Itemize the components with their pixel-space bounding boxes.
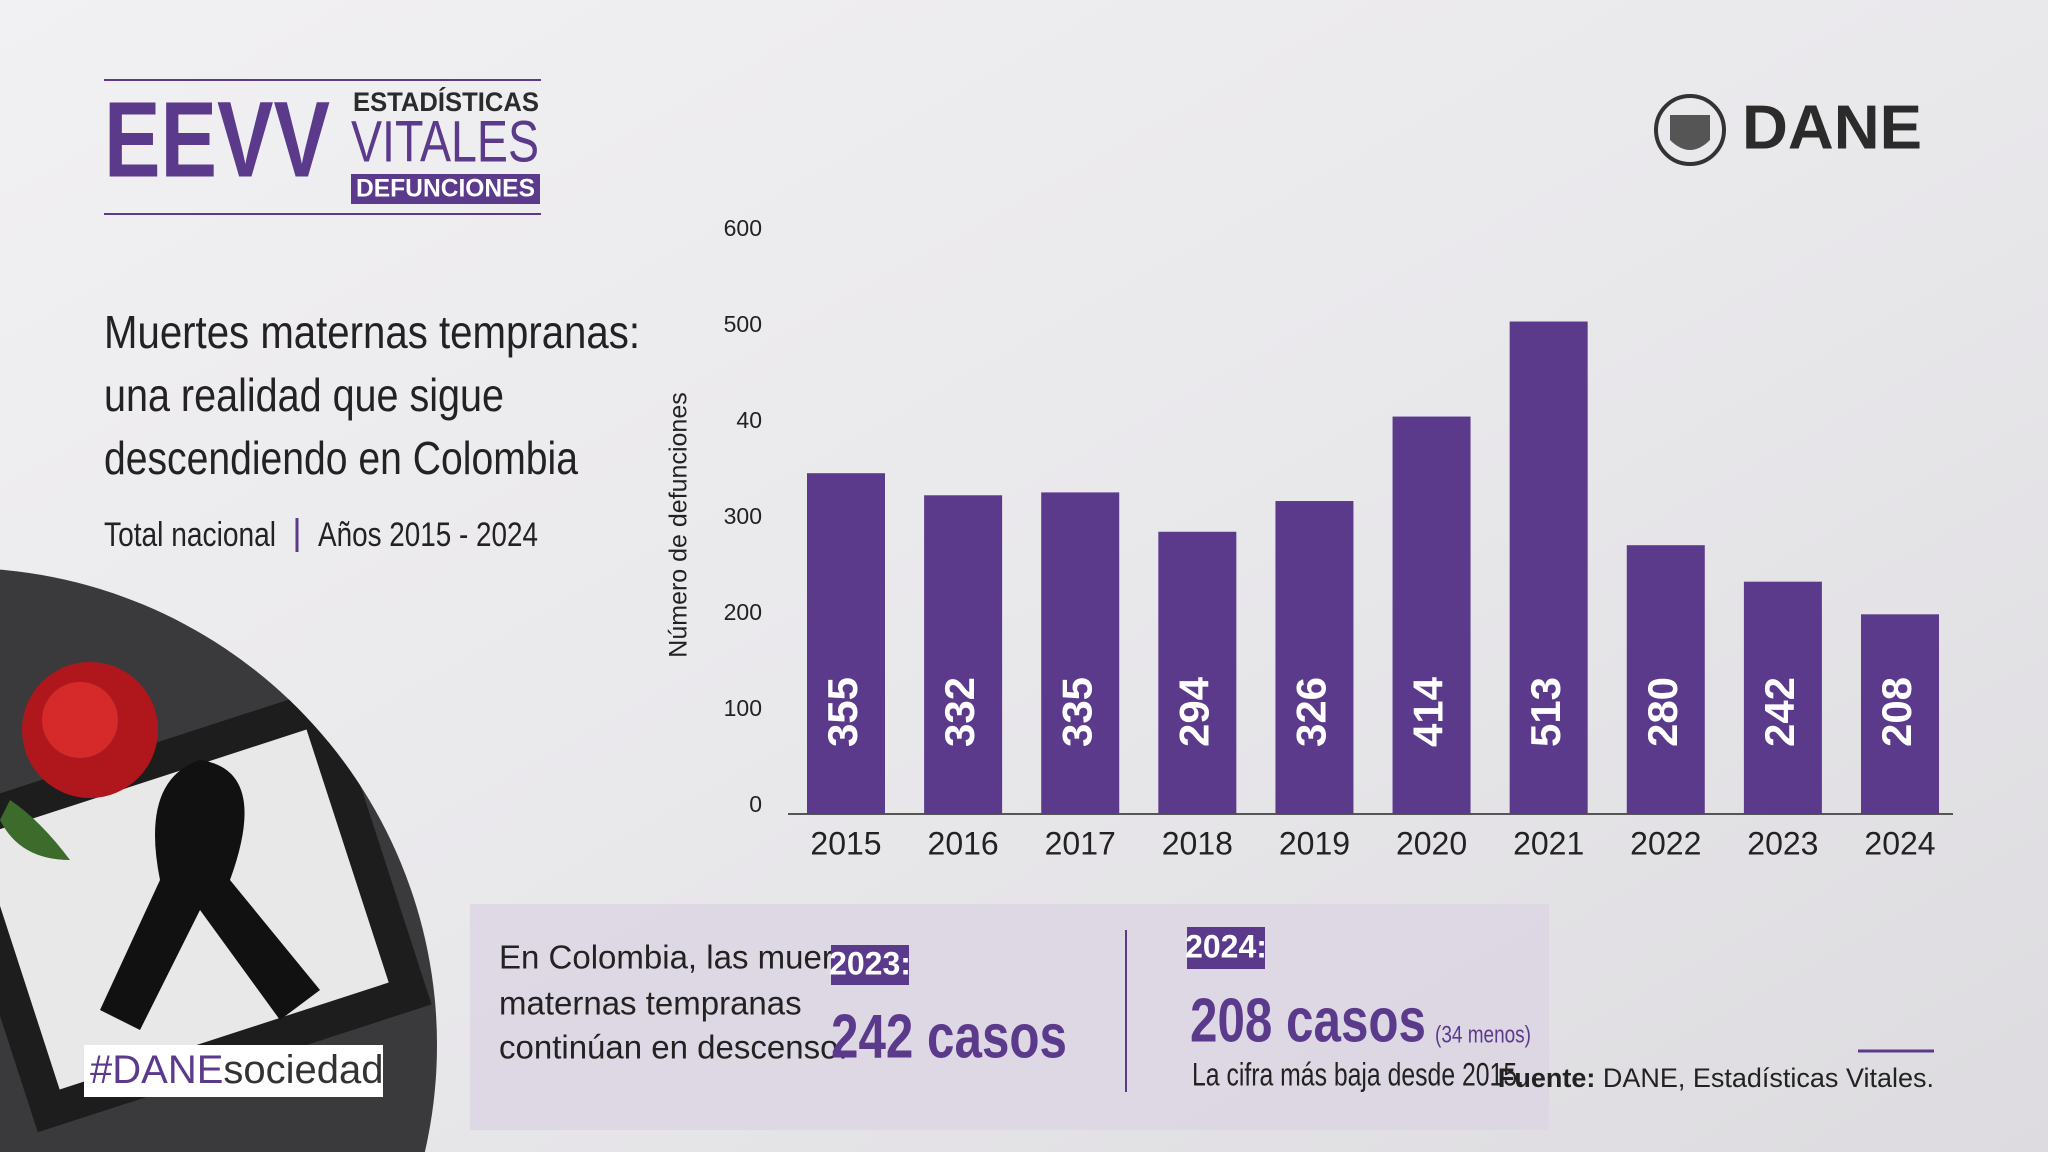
x-tick-label: 2018: [1162, 825, 1233, 861]
x-tick-label: 2017: [1045, 825, 1116, 861]
title-line: descendiendo en Colombia: [104, 432, 578, 484]
data-label: 242: [1756, 677, 1803, 747]
x-tick-label: 2021: [1513, 825, 1584, 861]
y-tick-label: 40: [736, 407, 762, 433]
x-tick-label: 2020: [1396, 825, 1467, 861]
logo-line: VITALES: [351, 109, 539, 174]
cases-note: (34 menos): [1435, 1021, 1531, 1048]
hashtag: #DANEsociedad: [90, 1048, 384, 1092]
source-label: Fuente:: [1498, 1063, 1596, 1093]
data-label: 294: [1170, 676, 1217, 747]
x-tick-label: 2024: [1864, 825, 1935, 861]
y-axis-label: Número de defunciones: [665, 392, 693, 657]
bar: [924, 495, 1003, 814]
source-text: DANE, Estadísticas Vitales.: [1603, 1063, 1934, 1093]
brand: DANE: [1654, 93, 1922, 166]
subtitle: Total nacional: [104, 516, 276, 554]
hashtag-part: sociedad: [223, 1048, 383, 1092]
bar: [1041, 492, 1120, 814]
brand-name: DANE: [1742, 93, 1922, 162]
bar: [807, 473, 885, 814]
logo-line: ESTADÍSTICAS: [353, 86, 539, 117]
data-label: 326: [1288, 677, 1335, 747]
source: Fuente: DANE, Estadísticas Vitales.: [1498, 1063, 1934, 1093]
data-label: 280: [1639, 677, 1686, 747]
year-badge: [831, 945, 909, 985]
logo-mark: EEVV: [104, 79, 330, 200]
title-line: Muertes maternas tempranas:: [104, 306, 640, 358]
y-tick-label: 300: [724, 503, 762, 529]
x-tick-label: 2015: [810, 825, 881, 861]
hashtag-box: [84, 1045, 383, 1097]
x-tick-label: 2016: [928, 825, 999, 861]
bar: [1626, 545, 1705, 814]
bar: [1509, 321, 1588, 814]
year-badge: [1187, 927, 1265, 969]
x-tick-label: 2022: [1630, 825, 1701, 861]
data-label: 513: [1522, 677, 1569, 747]
data-label: 414: [1405, 676, 1452, 747]
logo-line: DEFUNCIONES: [356, 175, 535, 203]
cases: 242 casos: [831, 1002, 1067, 1071]
summary-text: maternas tempranas: [499, 985, 802, 1022]
y-tick-label: 200: [724, 599, 762, 625]
y-tick-label: 0: [749, 791, 762, 817]
data-label: 332: [936, 677, 983, 747]
hashtag-part: #DANE: [90, 1048, 223, 1092]
summary-box: [470, 904, 1549, 1130]
summary-text: En Colombia, las muertes: [499, 939, 877, 976]
logo: EEVV ESTADÍSTICAS VITALES DEFUNCIONES: [104, 79, 541, 215]
cases: 208 casos: [1190, 986, 1426, 1055]
data-label: 335: [1053, 677, 1100, 747]
year-label: 2023:: [829, 945, 911, 981]
year-label: 2024:: [1185, 928, 1267, 964]
bar: [1861, 614, 1939, 814]
caption: La cifra más baja desde 2015.: [1192, 1056, 1524, 1092]
bar: [1158, 531, 1237, 814]
y-tick-label: 500: [724, 311, 762, 337]
x-tick-label: 2019: [1279, 825, 1350, 861]
data-label: 355: [819, 677, 866, 747]
data-label: 208: [1873, 677, 1920, 747]
y-tick-label: 600: [724, 215, 762, 241]
x-tick-label: 2023: [1747, 825, 1818, 861]
subtitle: Años 2015 - 2024: [318, 516, 538, 554]
bar: [1392, 416, 1471, 814]
summary-text: continúan en descenso:: [499, 1029, 848, 1066]
bar: [1275, 501, 1354, 814]
chart: 0 100 200 300 40 500 600 2015 355 2016 332 2017 335 2…: [724, 215, 1953, 861]
y-tick-label: 100: [724, 695, 762, 721]
bar: [1743, 581, 1822, 814]
title-line: una realidad que sigue: [104, 369, 504, 421]
